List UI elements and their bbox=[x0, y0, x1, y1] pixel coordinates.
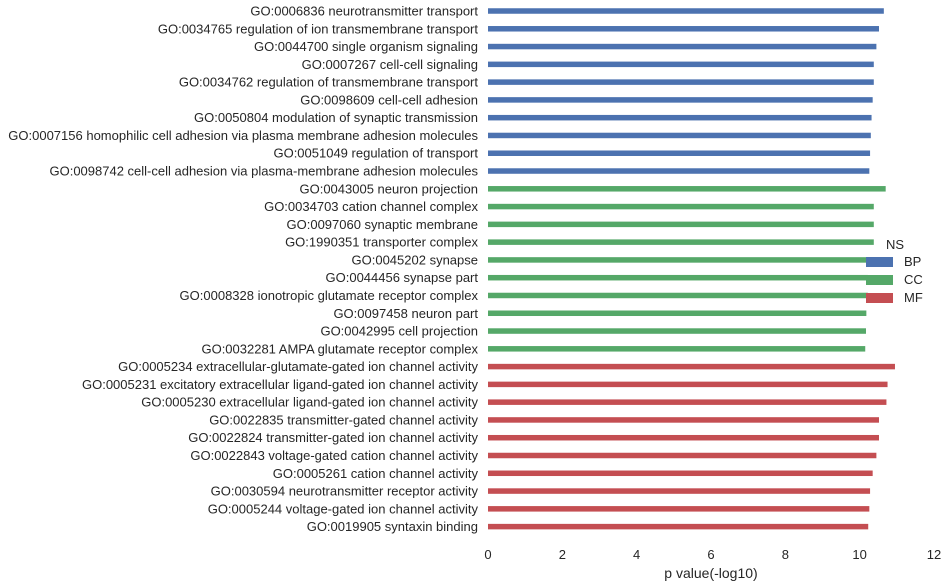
bar-cc bbox=[488, 203, 874, 210]
x-axis-ticks: 0 2 4 6 8 10 12 bbox=[484, 547, 941, 562]
category-label: GO:0098609 cell-cell adhesion bbox=[300, 92, 478, 107]
category-label: GO:0042995 cell projection bbox=[320, 324, 478, 339]
x-tick-label: 10 bbox=[852, 547, 866, 562]
category-label: GO:0007156 homophilic cell adhesion via … bbox=[8, 128, 478, 143]
category-label: GO:0005231 excitatory extracellular liga… bbox=[82, 377, 479, 392]
bar-bp bbox=[488, 168, 870, 174]
category-label: GO:0051049 regulation of transport bbox=[273, 146, 478, 161]
category-label: GO:0044456 synapse part bbox=[326, 270, 479, 285]
category-label: GO:0006836 neurotransmitter transport bbox=[250, 4, 478, 19]
bar-bp bbox=[488, 26, 879, 32]
bar-mf bbox=[488, 506, 870, 512]
x-tick-label: 8 bbox=[782, 547, 789, 562]
bar-cc bbox=[488, 221, 874, 228]
category-label: GO:0022843 voltage-gated cation channel … bbox=[190, 448, 478, 463]
category-label: GO:0098742 cell-cell adhesion via plasma… bbox=[49, 164, 478, 179]
bar-cc bbox=[488, 292, 868, 299]
x-tick-label: 6 bbox=[707, 547, 714, 562]
bar-cc bbox=[488, 328, 866, 334]
category-label: GO:0005234 extracellular-glutamate-gated… bbox=[118, 359, 478, 374]
category-label: GO:0044700 single organism signaling bbox=[254, 39, 478, 54]
category-label: GO:0034765 regulation of ion transmembra… bbox=[158, 21, 479, 36]
category-label: GO:0030594 neurotransmitter receptor act… bbox=[211, 484, 479, 499]
x-tick-label: 12 bbox=[927, 547, 941, 562]
category-label: GO:1990351 transporter complex bbox=[285, 235, 478, 250]
bar-mf bbox=[488, 399, 887, 405]
bar-mf bbox=[488, 523, 869, 530]
bar-mf bbox=[488, 470, 873, 477]
category-label: GO:0005261 cation channel activity bbox=[273, 466, 479, 481]
bar-mf bbox=[488, 381, 888, 388]
bar-cc bbox=[488, 346, 866, 352]
category-label: GO:0019905 syntaxin binding bbox=[307, 519, 478, 534]
bar-mf bbox=[488, 417, 879, 423]
category-label: GO:0034762 regulation of transmembrane t… bbox=[179, 75, 479, 90]
legend-title: NS bbox=[886, 237, 904, 252]
bar-bp bbox=[488, 79, 874, 85]
category-label: GO:0022824 transmitter-gated ion channel… bbox=[188, 430, 478, 445]
category-label: GO:0034703 cation channel complex bbox=[264, 199, 478, 214]
legend-label-bp: BP bbox=[904, 254, 921, 269]
category-label: GO:0050804 modulation of synaptic transm… bbox=[194, 110, 478, 125]
bar-bp bbox=[488, 114, 872, 121]
bar-bp bbox=[488, 61, 874, 68]
legend-swatch-mf bbox=[866, 293, 893, 303]
category-label: GO:0045202 synapse bbox=[352, 252, 478, 267]
category-label: GO:0008328 ionotropic glutamate receptor… bbox=[180, 288, 479, 303]
x-axis-label: p value(-log10) bbox=[664, 565, 757, 581]
bar-mf bbox=[488, 452, 877, 459]
legend-label-cc: CC bbox=[904, 272, 923, 287]
bar-mf bbox=[488, 488, 871, 494]
category-labels: GO:0006836 neurotransmitter transport GO:… bbox=[8, 4, 478, 535]
bar-mf bbox=[488, 434, 879, 441]
category-label: GO:0007267 cell-cell signaling bbox=[302, 57, 478, 72]
bar-bp bbox=[488, 132, 871, 139]
legend-label-mf: MF bbox=[904, 290, 923, 305]
bar-series bbox=[488, 8, 895, 530]
x-tick-label: 2 bbox=[559, 547, 566, 562]
bar-cc bbox=[488, 239, 874, 245]
category-label: GO:0097060 synaptic membrane bbox=[287, 217, 479, 232]
category-label: GO:0022835 transmitter-gated channel act… bbox=[209, 412, 478, 427]
legend: NS BP CC MF bbox=[866, 237, 923, 305]
category-label: GO:0032281 AMPA glutamate receptor compl… bbox=[201, 341, 478, 356]
bar-mf bbox=[488, 363, 895, 370]
bar-bp bbox=[488, 43, 877, 50]
legend-swatch-cc bbox=[866, 275, 893, 285]
category-label: GO:0005230 extracellular ligand-gated io… bbox=[141, 395, 478, 410]
bar-cc bbox=[488, 257, 869, 263]
bar-cc bbox=[488, 186, 886, 192]
legend-swatch-bp bbox=[866, 257, 893, 267]
bar-bp bbox=[488, 8, 884, 14]
x-tick-label: 0 bbox=[484, 547, 491, 562]
x-tick-label: 4 bbox=[633, 547, 640, 562]
category-label: GO:0005244 voltage-gated ion channel act… bbox=[208, 501, 479, 516]
bar-cc bbox=[488, 310, 867, 317]
bar-bp bbox=[488, 97, 873, 103]
category-label: GO:0043005 neuron projection bbox=[299, 181, 478, 196]
bar-bp bbox=[488, 150, 871, 156]
bar-cc bbox=[488, 274, 868, 281]
category-label: GO:0097458 neuron part bbox=[333, 306, 478, 321]
